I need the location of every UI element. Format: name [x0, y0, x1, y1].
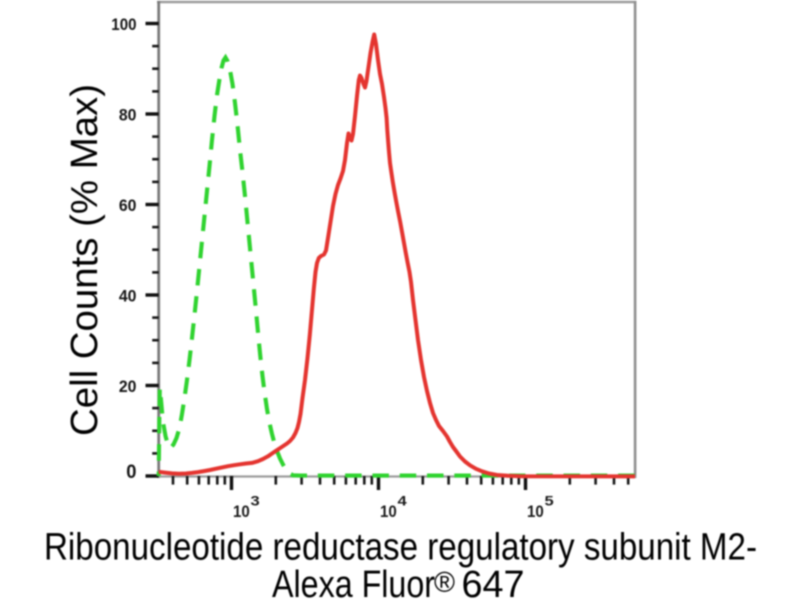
svg-text:®: ® [434, 567, 455, 599]
svg-text:5: 5 [545, 493, 554, 509]
svg-text:0: 0 [126, 461, 136, 483]
svg-text:10: 10 [233, 502, 250, 521]
svg-text:100: 100 [111, 15, 136, 34]
svg-text:4: 4 [398, 493, 407, 509]
svg-text:Cell Counts (% Max): Cell Counts (% Max) [64, 84, 106, 436]
svg-text:10: 10 [380, 502, 397, 521]
svg-text:20: 20 [119, 377, 137, 396]
svg-text:647: 647 [462, 564, 525, 600]
svg-text:10: 10 [527, 502, 544, 521]
svg-text:80: 80 [119, 105, 137, 124]
svg-text:Alexa Fluor: Alexa Fluor [272, 564, 435, 600]
svg-text:60: 60 [119, 196, 137, 215]
svg-text:3: 3 [251, 493, 260, 509]
svg-text:Ribonucleotide reductase regul: Ribonucleotide reductase regulatory subu… [44, 527, 757, 569]
svg-text:40: 40 [119, 286, 137, 305]
